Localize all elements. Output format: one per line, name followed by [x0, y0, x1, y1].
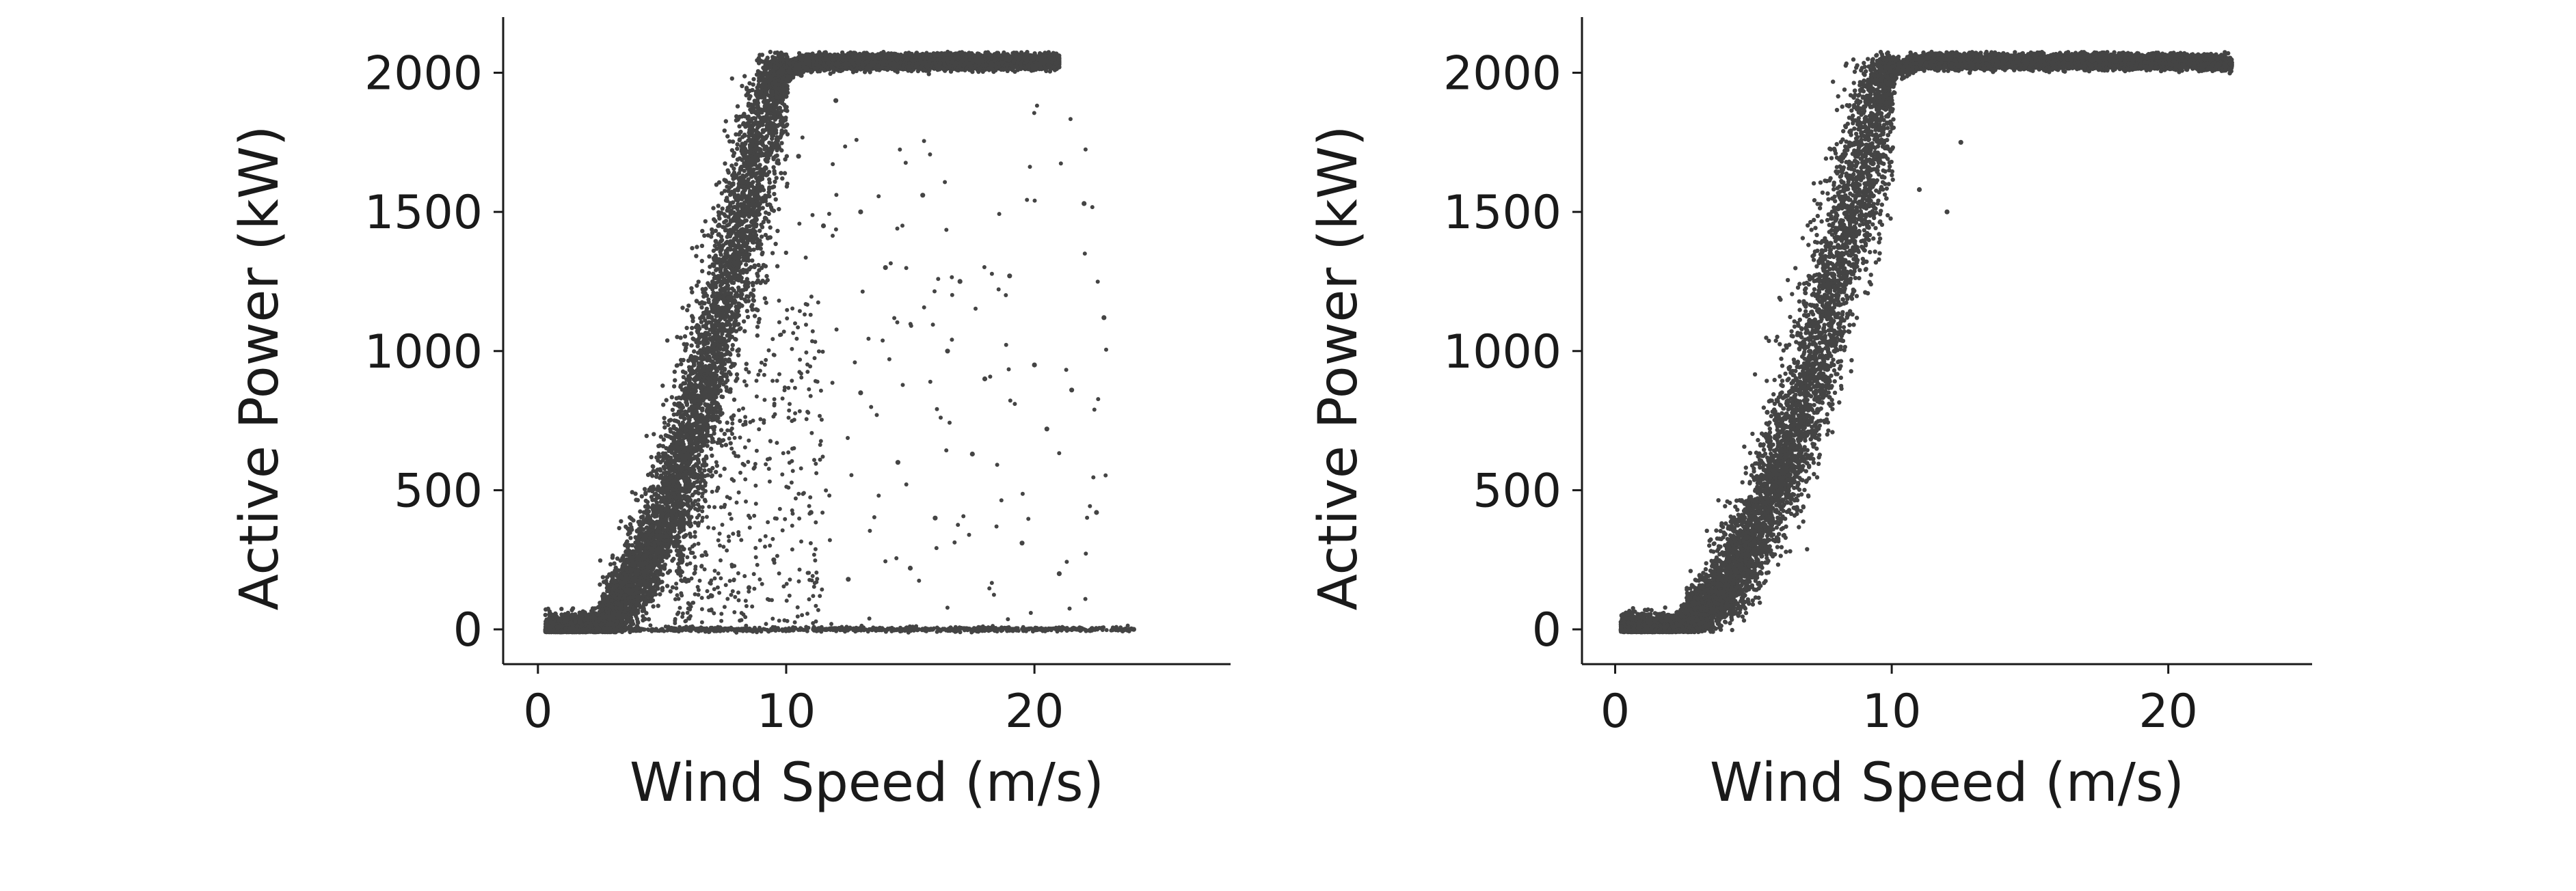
data-point: [735, 376, 740, 381]
data-point: [684, 325, 689, 331]
data-point: [775, 264, 780, 269]
data-point: [768, 225, 773, 230]
data-point: [742, 329, 747, 333]
data-point: [685, 307, 690, 313]
data-point: [764, 300, 768, 305]
data-point: [696, 279, 701, 284]
data-point: [617, 525, 621, 531]
data-point: [598, 582, 602, 587]
data-point: [757, 228, 762, 233]
data-point: [714, 463, 720, 468]
scatter-points-left: [543, 49, 1136, 635]
data-point: [695, 245, 699, 249]
data-point: [673, 378, 677, 383]
data-point: [732, 397, 737, 402]
data-point: [644, 433, 649, 439]
data-point: [736, 353, 741, 357]
data-point: [662, 420, 667, 425]
data-point: [722, 431, 727, 437]
data-point: [752, 314, 757, 318]
data-point: [651, 604, 656, 609]
data-point: [712, 217, 716, 222]
data-point: [643, 491, 648, 497]
data-point: [652, 432, 656, 437]
data-point: [706, 297, 711, 302]
data-point: [744, 309, 750, 314]
data-point: [774, 176, 779, 180]
data-point: [783, 250, 789, 256]
data-point: [690, 290, 695, 294]
data-point: [734, 162, 738, 167]
data-point: [779, 171, 783, 176]
data-point: [723, 161, 727, 166]
data-point: [667, 568, 672, 573]
data-point: [717, 216, 722, 221]
data-point: [714, 469, 719, 474]
plot-area-left: [503, 17, 1231, 664]
data-point: [699, 269, 705, 273]
data-point: [772, 191, 777, 197]
data-point: [662, 466, 667, 471]
data-point: [780, 176, 785, 181]
data-point: [738, 418, 742, 424]
data-point: [730, 342, 736, 348]
data-point: [735, 146, 740, 151]
data-point: [689, 286, 694, 291]
data-point: [706, 281, 710, 286]
data-point: [779, 148, 784, 153]
data-point: [693, 534, 697, 539]
data-point: [729, 76, 735, 81]
data-point: [706, 271, 712, 275]
data-point: [679, 361, 684, 367]
data-point: [689, 343, 694, 348]
data-point: [690, 246, 695, 251]
data-point: [651, 464, 656, 469]
